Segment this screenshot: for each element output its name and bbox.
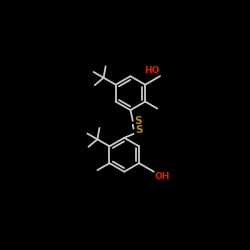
Text: S: S [135, 125, 142, 135]
Text: HO: HO [144, 66, 160, 76]
Text: S: S [134, 116, 142, 126]
Text: OH: OH [154, 172, 170, 182]
